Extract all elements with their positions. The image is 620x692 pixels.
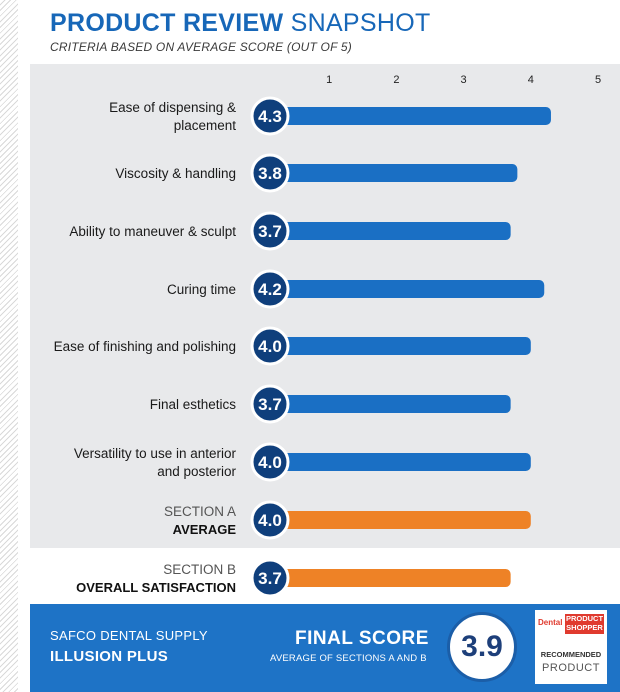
value-circle (250, 558, 290, 598)
bar (280, 337, 531, 355)
category-label: Ease of dispensing & (109, 100, 236, 115)
data-label: 3.7 (258, 569, 282, 588)
bar (280, 280, 545, 298)
category-label: SECTION B (163, 562, 236, 577)
bar (280, 107, 551, 125)
page-subtitle: CRITERIA BASED ON AVERAGE SCORE (OUT OF … (50, 40, 353, 54)
bar (280, 453, 531, 471)
final-score-label: FINAL SCORE (295, 628, 429, 649)
data-label: 4.0 (258, 453, 282, 472)
badge-product-shopper: PRODUCT SHOPPER (565, 614, 604, 634)
x-tick-label: 3 (461, 74, 467, 86)
category-label: OVERALL SATISFACTION (76, 580, 236, 595)
value-circle (250, 96, 290, 136)
category-label: Ease of finishing and polishing (54, 339, 236, 354)
brand-name: SAFCO DENTAL SUPPLY (50, 628, 208, 643)
decorative-hatch-stripe (0, 0, 18, 692)
data-label: 4.0 (258, 337, 282, 356)
category-label: Curing time (167, 282, 236, 297)
footer-banner: SAFCO DENTAL SUPPLY ILLUSION PLUS FINAL … (30, 604, 620, 692)
bar (280, 395, 511, 413)
value-circle (250, 500, 290, 540)
value-circle (250, 384, 290, 424)
recommended-badge: Dental PRODUCT SHOPPER RECOMMENDED PRODU… (535, 610, 607, 684)
bar (280, 222, 511, 240)
bar (280, 164, 518, 182)
x-tick-label: 5 (595, 74, 601, 86)
badge-recommended-text: RECOMMENDED (540, 650, 602, 659)
category-label: AVERAGE (173, 522, 237, 537)
badge-logo: Dental PRODUCT SHOPPER (538, 614, 604, 634)
category-label: SECTION A (164, 504, 236, 519)
value-circle (250, 442, 290, 482)
data-label: 4.3 (258, 107, 282, 126)
category-label: Versatility to use in anterior (74, 446, 237, 461)
badge-product-label: PRODUCT (542, 662, 600, 674)
product-name: ILLUSION PLUS (50, 648, 169, 665)
data-label: 4.0 (258, 511, 282, 530)
value-circle (250, 269, 290, 309)
value-circle (250, 211, 290, 251)
title-light: SNAPSHOT (290, 9, 431, 37)
final-score-value: 3.9 (461, 630, 503, 663)
bar (280, 511, 531, 529)
data-label: 3.7 (258, 395, 282, 414)
data-label: 3.8 (258, 164, 282, 183)
x-tick-label: 4 (528, 74, 534, 86)
value-circle (250, 326, 290, 366)
category-label: Viscosity & handling (115, 166, 236, 181)
category-label: Ability to maneuver & sculpt (69, 224, 236, 239)
title-bold: PRODUCT REVIEW (50, 9, 284, 37)
category-label: and posterior (157, 464, 236, 479)
x-tick-label: 1 (326, 74, 332, 86)
final-score-circle: 3.9 (447, 612, 517, 682)
value-circle (250, 153, 290, 193)
x-tick-label: 2 (393, 74, 399, 86)
badge-product-text: PRODUCT (565, 614, 604, 623)
data-label: 4.2 (258, 280, 282, 299)
bar (280, 569, 511, 587)
badge-shopper-text: SHOPPER (566, 623, 603, 632)
category-label: Final esthetics (150, 397, 237, 412)
category-label: placement (174, 118, 237, 133)
final-score-subtitle: AVERAGE OF SECTIONS A AND B (270, 653, 427, 664)
badge-dental-text: Dental (538, 618, 563, 627)
bar-chart: 1 2 3 4 5 4.3 Ease of dispensing & placement 3.8… (54, 74, 601, 598)
page-title: PRODUCT REVIEW SNAPSHOT (50, 8, 431, 38)
data-label: 3.7 (258, 222, 282, 241)
